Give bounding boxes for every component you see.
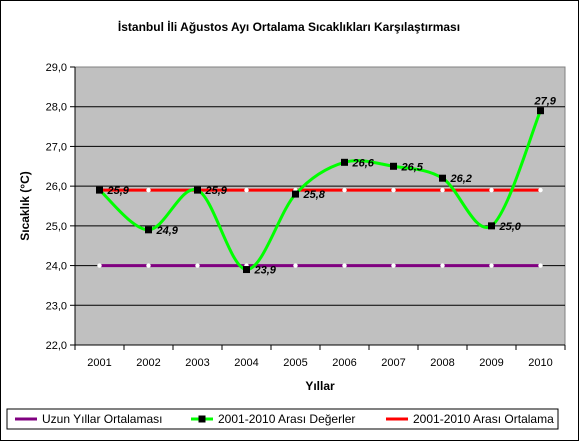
data-label: 27,9 [534, 96, 557, 108]
y-axis-title: Sıcaklık (°C) [18, 171, 32, 241]
data-label: 24,9 [156, 225, 179, 237]
series-point-period-average [440, 187, 445, 193]
series-point-long-term-average [293, 263, 298, 268]
legend-item-yearly-values: 2001-2010 Arası Değerler [191, 412, 355, 426]
series-point-long-term-average [391, 263, 396, 268]
data-label: 26,6 [352, 157, 375, 169]
series-point-long-term-average [440, 263, 445, 268]
y-tick-label: 28,0 [46, 102, 67, 114]
data-label: 25,8 [303, 189, 326, 201]
legend-item-long-term-average: Uzun Yıllar Ortalaması [15, 412, 163, 426]
series-lines [96, 107, 544, 274]
data-label: 25,9 [107, 185, 130, 197]
y-tick-label: 22,0 [46, 340, 67, 352]
series-point-yearly-values [292, 190, 299, 198]
x-tick-label: 2010 [528, 357, 552, 369]
chart-title: İstanbul İli Ağustos Ayı Ortalama Sıcakl… [118, 19, 460, 34]
legend-item-period-average: 2001-2010 Arası Ortalama [386, 412, 554, 426]
data-label: 26,2 [450, 173, 472, 185]
series-point-long-term-average [97, 263, 102, 268]
series-point-yearly-values [439, 174, 446, 182]
series-point-long-term-average [538, 263, 543, 268]
y-tick-label: 29,0 [46, 62, 67, 74]
series-point-long-term-average [342, 263, 347, 268]
series-point-yearly-values [488, 222, 495, 230]
data-label: 25,0 [499, 221, 522, 233]
y-tick-label: 26,0 [46, 181, 67, 193]
series-point-yearly-values [390, 162, 397, 170]
x-tick-label: 2005 [283, 357, 307, 369]
legend: Uzun Yıllar Ortalaması 2001-2010 Arası De… [6, 408, 559, 430]
x-tick-label: 2009 [479, 357, 503, 369]
series-point-yearly-values [243, 266, 250, 274]
data-label: 25,9 [205, 185, 228, 197]
data-label: 26,5 [401, 161, 424, 173]
x-tick-label: 2004 [234, 357, 258, 369]
legend-label: 2001-2010 Arası Değerler [218, 412, 355, 426]
series-point-period-average [244, 187, 249, 193]
data-label: 23,9 [254, 265, 277, 277]
series-point-long-term-average [146, 263, 151, 268]
legend-label: Uzun Yıllar Ortalaması [42, 412, 163, 426]
series-point-yearly-values [96, 186, 103, 194]
series-point-period-average [146, 187, 151, 193]
data-labels: 25,9 24,9 25,9 23,9 25,8 26,6 26,5 26,2 25,0 27,9 [107, 96, 557, 277]
series-point-yearly-values [341, 158, 348, 166]
y-tick-label: 27,0 [46, 141, 67, 153]
y-tick-label: 23,0 [46, 300, 67, 312]
x-tick-label: 2008 [430, 357, 454, 369]
x-tick-label: 2001 [87, 357, 111, 369]
series-point-yearly-values [537, 107, 544, 115]
x-tick-label: 2003 [185, 357, 209, 369]
series-point-period-average [538, 187, 543, 193]
series-point-period-average [342, 187, 347, 193]
x-tick-label: 2006 [332, 357, 356, 369]
legend-label: 2001-2010 Arası Ortalama [413, 412, 554, 426]
x-tick-label: 2007 [381, 357, 405, 369]
plot-area [74, 66, 566, 346]
series-point-long-term-average [489, 263, 494, 268]
series-point-period-average [391, 187, 396, 193]
y-tick-label: 24,0 [46, 261, 67, 273]
series-point-long-term-average [195, 263, 200, 268]
series-point-period-average [489, 187, 494, 193]
x-axis-title: Yıllar [305, 379, 335, 393]
series-point-yearly-values [145, 226, 152, 234]
legend-box [6, 408, 559, 430]
y-axis-ticks: 22,0 23,0 24,0 25,0 26,0 27,0 28,0 29,0 [46, 62, 75, 352]
series-point-yearly-values [194, 186, 201, 194]
legend-marker [198, 415, 206, 423]
series-line-yearly-values [98, 110, 542, 272]
x-tick-label: 2002 [136, 357, 160, 369]
x-axis-ticks: 2001 2002 2003 2004 2005 2006 2007 2008 2009 2010 [74, 345, 566, 369]
y-tick-label: 25,0 [46, 221, 67, 233]
